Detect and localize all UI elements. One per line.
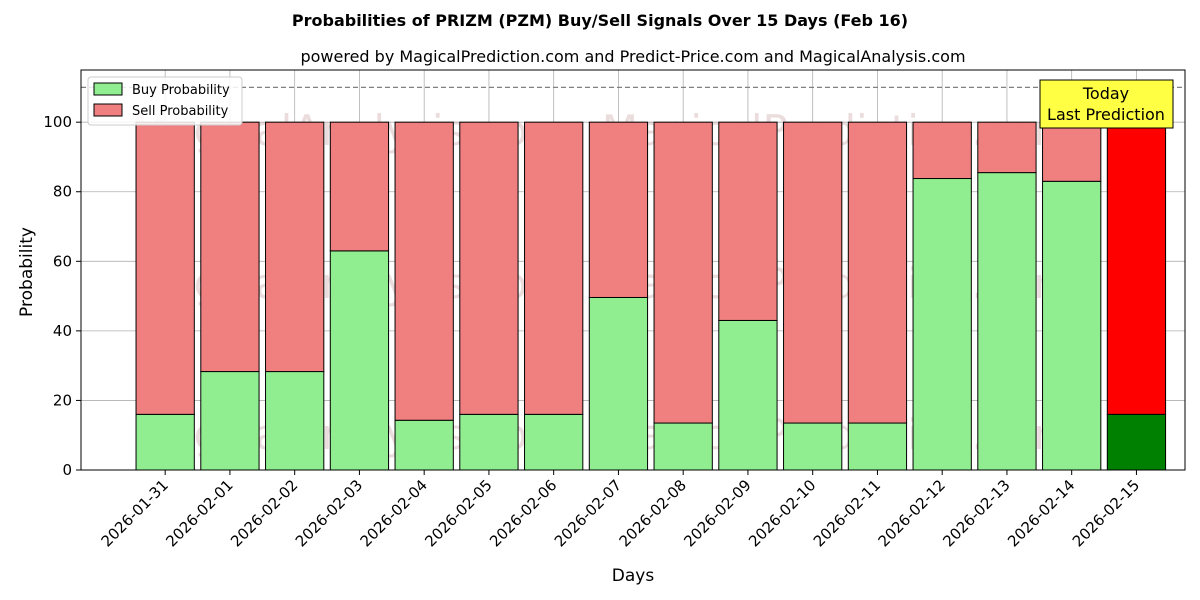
y-tick-label: 0 [62, 461, 72, 479]
legend-buy-label: Buy Probability [132, 83, 230, 98]
annotation-box [1039, 79, 1174, 129]
x-tick-label: 2026-02-02 [227, 476, 301, 550]
x-tick-label: 2026-02-15 [1069, 476, 1143, 550]
legend-buy-swatch [93, 82, 123, 96]
x-tick-label: 2026-02-05 [421, 476, 495, 550]
buy-bar [329, 250, 390, 471]
legend-sell-swatch [93, 103, 123, 117]
y-tick-label: 60 [53, 252, 72, 270]
sell-bar [783, 121, 843, 424]
sell-bar [329, 121, 390, 252]
x-axis-label: Days [612, 566, 655, 586]
x-tick-label: 2026-02-06 [486, 476, 560, 550]
x-tick-label: 2026-02-09 [680, 476, 754, 550]
y-tick-label: 20 [53, 391, 72, 409]
buy-bar [459, 413, 519, 471]
buy-bar [783, 422, 843, 471]
buy-bar [847, 422, 908, 471]
buy-bar [265, 371, 325, 471]
x-tick-label: 2026-02-01 [162, 476, 236, 550]
chart-subtitle: powered by MagicalPrediction.com and Pre… [300, 47, 965, 66]
x-tick-label: 2026-02-07 [551, 476, 625, 550]
sell-bar [200, 121, 260, 373]
buy-bar [588, 296, 649, 471]
sell-bar [718, 121, 778, 321]
y-tick-label: 80 [53, 183, 72, 201]
buy-bar [718, 319, 778, 471]
buy-bar [1042, 180, 1102, 471]
sell-bar [135, 121, 195, 415]
y-tick-label: 100 [43, 113, 72, 131]
annotation-line1: Today [1082, 84, 1129, 103]
x-tick-label: 2026-02-10 [745, 476, 819, 550]
x-tick-label: 2026-02-11 [810, 476, 884, 550]
sell-bar [912, 121, 972, 180]
buy-bar [394, 419, 454, 471]
x-tick-label: 2026-02-14 [1004, 476, 1078, 550]
sell-bar [1106, 121, 1167, 415]
buy-bar [1106, 413, 1167, 471]
buy-bar [524, 413, 584, 471]
legend-sell-label: Sell Probability [132, 104, 229, 119]
chart-title: Probabilities of PRIZM (PZM) Buy/Sell Si… [292, 11, 908, 30]
buy-bar [135, 413, 195, 471]
buy-bar [653, 422, 713, 471]
sell-bar [524, 121, 584, 415]
x-tick-label: 2026-02-13 [939, 476, 1013, 550]
sell-bar [588, 121, 649, 298]
x-tick-label: 2026-01-31 [98, 476, 172, 550]
sell-bar [1042, 121, 1102, 182]
sell-bar [653, 121, 713, 424]
buy-bar [912, 178, 972, 471]
sell-bar [394, 121, 454, 421]
x-tick-label: 2026-02-04 [357, 476, 431, 550]
sell-bar [977, 121, 1037, 174]
y-tick-label: 40 [53, 322, 72, 340]
annotation-line2: Last Prediction [1047, 105, 1165, 124]
y-axis-label: Probability [17, 227, 37, 317]
buy-bar [977, 172, 1037, 471]
sell-bar [847, 121, 908, 424]
plot-area: MagicalAnalysis.comMagicalPrediction.com… [43, 69, 1186, 550]
sell-bar [459, 121, 519, 415]
x-tick-label: 2026-02-08 [616, 476, 690, 550]
buy-bar [200, 371, 260, 471]
x-tick-label: 2026-02-12 [875, 476, 949, 550]
legend-box [87, 76, 243, 126]
sell-bar [265, 121, 325, 373]
plot-frame [80, 69, 1186, 471]
x-tick-label: 2026-02-03 [292, 476, 366, 550]
